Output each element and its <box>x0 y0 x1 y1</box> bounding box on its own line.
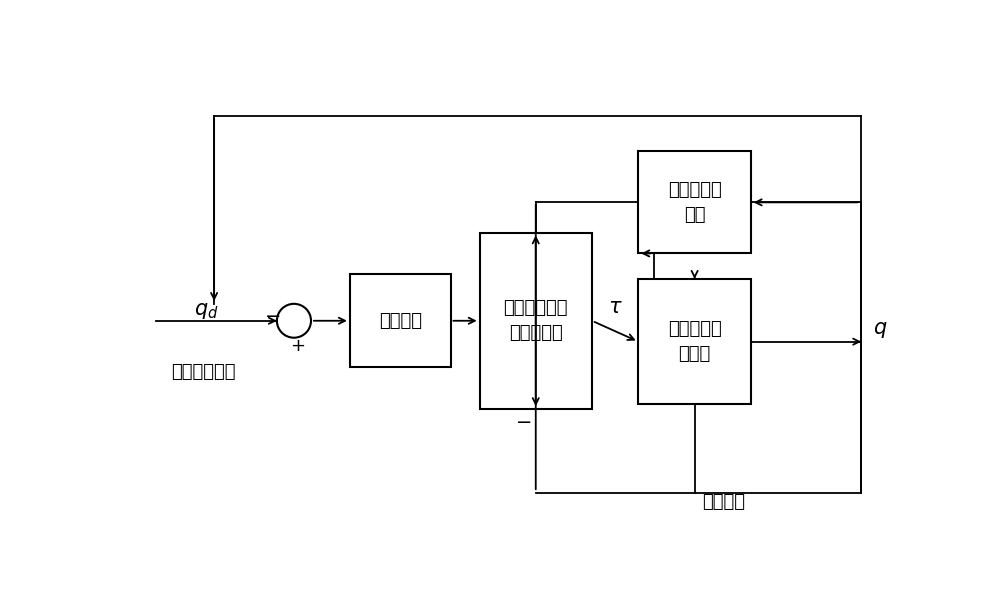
Bar <box>638 279 751 405</box>
Bar <box>480 233 592 409</box>
Text: $\tau$: $\tau$ <box>608 297 623 317</box>
Bar <box>638 151 751 253</box>
Text: 跟踪误差: 跟踪误差 <box>379 312 422 330</box>
Text: 反步有限时间
滑模控制器: 反步有限时间 滑模控制器 <box>504 299 568 343</box>
Text: 多关节工业
机械臂: 多关节工业 机械臂 <box>668 320 722 363</box>
Text: 扩张状态观
测器: 扩张状态观 测器 <box>668 181 722 224</box>
Text: $q$: $q$ <box>873 320 888 340</box>
Text: +: + <box>290 337 305 355</box>
Text: −: − <box>516 414 532 432</box>
Text: 期望位置矢量: 期望位置矢量 <box>172 363 236 381</box>
Text: 总和扰动: 总和扰动 <box>702 493 745 511</box>
Text: −: − <box>265 306 281 326</box>
Bar <box>350 274 450 367</box>
Text: $q_\mathregular{d}$: $q_\mathregular{d}$ <box>194 302 219 321</box>
